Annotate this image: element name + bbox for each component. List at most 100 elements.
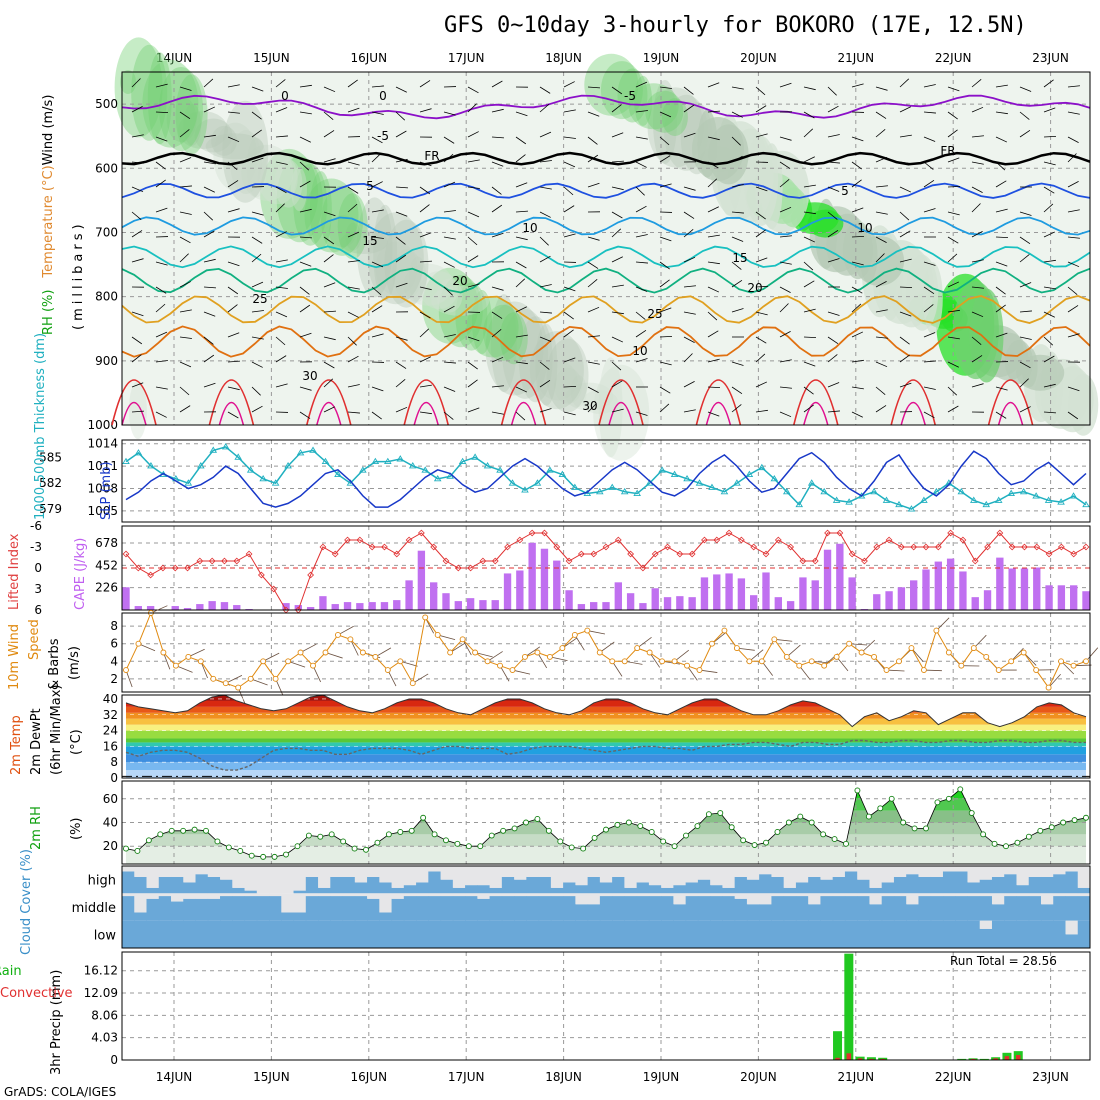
- temp-tick-label: 32: [103, 708, 118, 722]
- cape-bar: [282, 603, 290, 610]
- wind-barb: [131, 311, 144, 317]
- wind-barb: [971, 106, 984, 113]
- wind-barb: [947, 157, 960, 163]
- wind-barb: [539, 211, 551, 218]
- thickness-marker: [234, 453, 243, 460]
- thickness-marker: [670, 470, 679, 477]
- thickness-marker: [907, 505, 916, 512]
- rh-label: RH (%): [41, 290, 56, 335]
- cloud-clear-cell: [832, 866, 846, 877]
- rh-marker: [911, 825, 918, 832]
- rh-marker: [694, 823, 701, 830]
- wind-barb: [731, 155, 743, 163]
- temp-band: [126, 738, 1086, 743]
- wind-barb: [443, 210, 456, 213]
- wind-barb: [731, 236, 744, 242]
- wind-barb: [707, 358, 720, 363]
- wind-barb: [419, 328, 430, 338]
- wind-barb-10m: [250, 678, 268, 686]
- wind-barb: [587, 182, 600, 188]
- wind-barb: [179, 211, 192, 215]
- wind-barb: [155, 179, 166, 188]
- wind-barb: [395, 406, 408, 413]
- svg-text:1000-500mb Thickness (dm): 1000-500mb Thickness (dm): [33, 333, 48, 520]
- cloud-clear-cell: [342, 893, 356, 897]
- wind-barb: [371, 261, 384, 268]
- li-marker: [319, 543, 327, 551]
- wind-barb: [587, 136, 598, 145]
- cloud-cell: [673, 904, 687, 921]
- li-marker: [922, 543, 930, 551]
- rh-shade: [260, 148, 319, 239]
- wind-barb: [275, 286, 288, 289]
- wind-barb: [539, 311, 552, 314]
- wind-barb: [539, 408, 552, 413]
- wind-barb: [371, 236, 384, 239]
- wind-barb: [419, 186, 431, 195]
- cape-bar: [368, 602, 376, 610]
- thickness-marker: [932, 487, 941, 495]
- li-marker: [725, 529, 733, 537]
- wind-speed-marker: [285, 658, 292, 665]
- cloud-cell: [1065, 871, 1079, 894]
- li-marker: [442, 557, 450, 565]
- li-marker: [491, 557, 499, 565]
- cloud-cell: [379, 912, 393, 921]
- cape-bar: [946, 558, 955, 610]
- thickness-marker: [758, 463, 766, 471]
- cape-bar: [774, 597, 782, 610]
- rh-shade: [222, 100, 269, 203]
- rh-shade: [922, 262, 943, 335]
- wind-barb: [443, 286, 453, 296]
- cloud-cell: [428, 896, 442, 921]
- li-marker: [577, 550, 585, 558]
- wind-barb: [947, 309, 960, 313]
- cloud-cell: [501, 920, 515, 948]
- thickness-marker: [782, 487, 791, 495]
- wind-tick-label: 8: [110, 619, 118, 633]
- cloud-cell: [722, 887, 736, 894]
- rh-shade: [431, 285, 490, 316]
- wind-barb: [731, 261, 742, 270]
- wind-barb-10m: [188, 648, 205, 658]
- isotherm-line: [121, 216, 1091, 236]
- rh-marker: [248, 852, 255, 859]
- wind-barb: [923, 179, 935, 188]
- cloud-cell: [759, 904, 772, 921]
- rh-marker: [420, 814, 427, 821]
- wind-barb: [923, 111, 936, 114]
- cloud-cell: [955, 920, 968, 948]
- wind-barb: [1043, 286, 1056, 290]
- thickness-marker: [807, 479, 816, 486]
- thickness-marker: [608, 483, 617, 490]
- cloud-clear-cell: [269, 893, 282, 897]
- wind-barb: [611, 361, 622, 371]
- rh-marker: [134, 848, 141, 854]
- wind-barb: [587, 386, 599, 393]
- wind-barb: [755, 229, 766, 238]
- rh-marker: [294, 843, 301, 850]
- wind-barb: [299, 386, 312, 391]
- precip-ylabel: 3hr Precip (mm): [49, 970, 64, 1075]
- li-marker: [885, 536, 893, 544]
- cloud-cell: [893, 920, 907, 948]
- cloud-cell: [220, 920, 233, 948]
- wind-barb: [323, 361, 335, 369]
- wind-barb: [995, 332, 1008, 338]
- wind-barb: [227, 261, 240, 267]
- cloud-cell: [710, 920, 723, 948]
- wind-barb: [971, 231, 983, 238]
- wind-barb: [539, 236, 549, 246]
- wind-speed-marker: [920, 667, 927, 674]
- wind-barb: [779, 235, 792, 238]
- cape-bar: [1045, 585, 1053, 610]
- cape-ylabel: CAPE (J/kg): [73, 538, 88, 610]
- rh-marker: [1003, 843, 1009, 850]
- rh-shade: [205, 133, 264, 160]
- wind-barb: [899, 286, 913, 289]
- rh-marker: [785, 819, 792, 826]
- dewpoint-line: [125, 739, 1086, 771]
- cloud-clear-cell: [930, 893, 944, 897]
- wind-barb: [587, 236, 600, 241]
- cloud-cell: [844, 896, 858, 921]
